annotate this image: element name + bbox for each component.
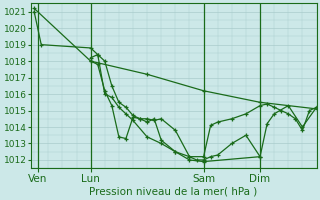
X-axis label: Pression niveau de la mer( hPa ): Pression niveau de la mer( hPa ) bbox=[90, 187, 258, 197]
